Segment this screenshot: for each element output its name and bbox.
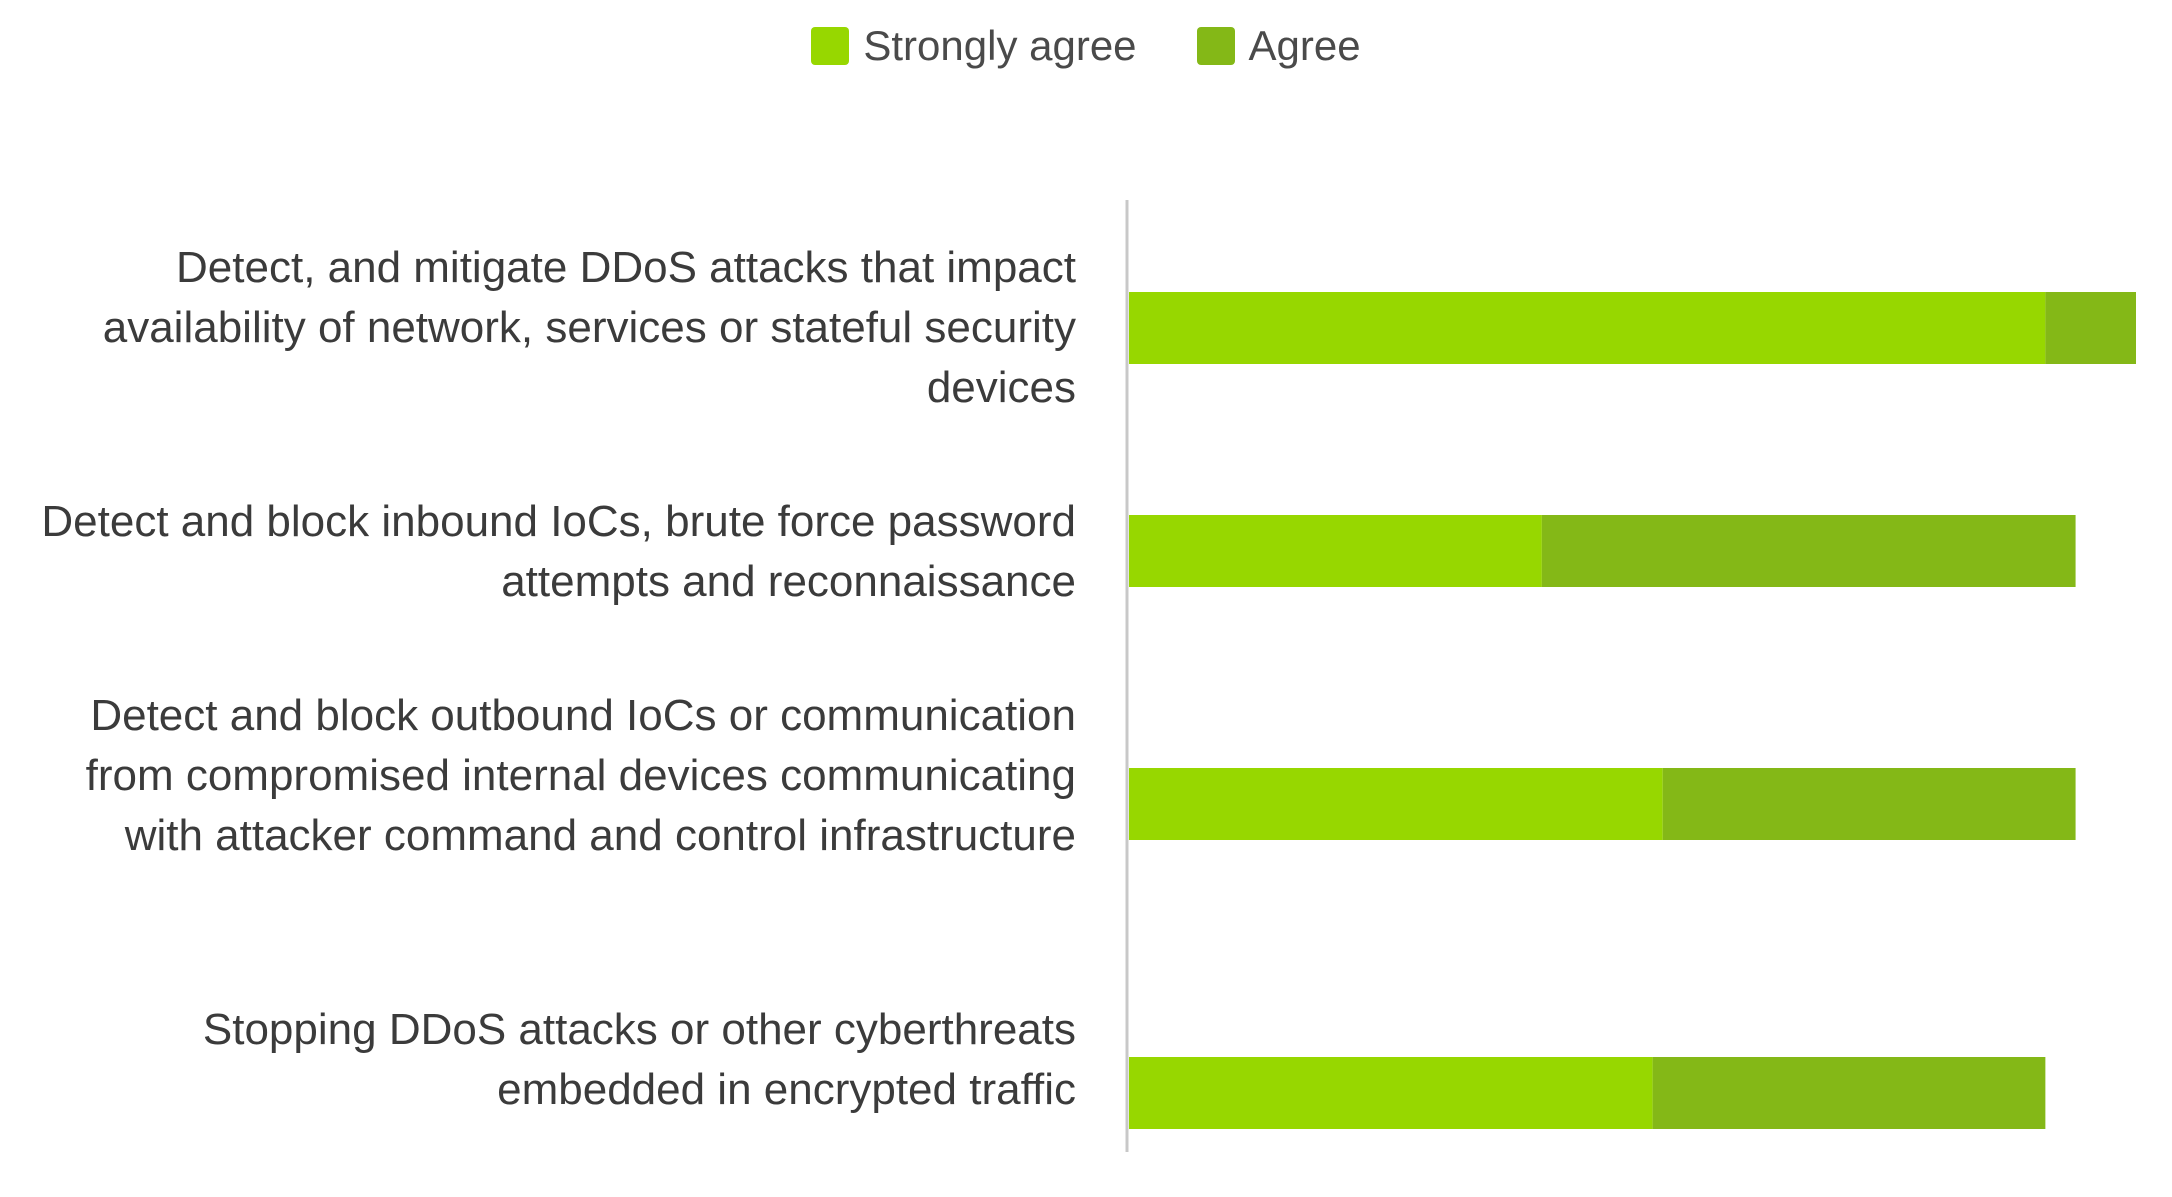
bar-strongly-agree-2 xyxy=(1129,768,1663,840)
bar-agree-3 xyxy=(1652,1057,2046,1129)
category-label-ddos-mitigation: Detect, and mitigate DDoS attacks that i… xyxy=(102,243,1076,412)
legend-swatch-agree xyxy=(1196,27,1235,65)
bar-strongly-agree-0 xyxy=(1129,292,2046,364)
bar-agree-0 xyxy=(2045,292,2136,364)
legend-label-strongly-agree: Strongly agree xyxy=(863,22,1137,69)
bar-strongly-agree-1 xyxy=(1129,515,1542,587)
category-label-outbound-iocs: Detect and block outbound IoCs or commun… xyxy=(85,691,1076,860)
legend-item-agree: Agree xyxy=(1196,22,1361,70)
bar-strongly-agree-3 xyxy=(1129,1057,1653,1129)
bar-agree-2 xyxy=(1662,768,2076,840)
category-label-inbound-iocs: Detect and block inbound IoCs, brute for… xyxy=(41,497,1076,606)
legend-item-strongly-agree: Strongly agree xyxy=(811,22,1137,70)
legend: Strongly agree Agree xyxy=(0,22,2172,70)
legend-swatch-strongly-agree xyxy=(811,27,850,65)
legend-label-agree: Agree xyxy=(1248,22,1361,69)
bars-group xyxy=(1129,292,2136,1129)
bar-agree-1 xyxy=(1541,515,2076,587)
category-label-encrypted-traffic: Stopping DDoS attacks or other cyberthre… xyxy=(202,1005,1076,1114)
